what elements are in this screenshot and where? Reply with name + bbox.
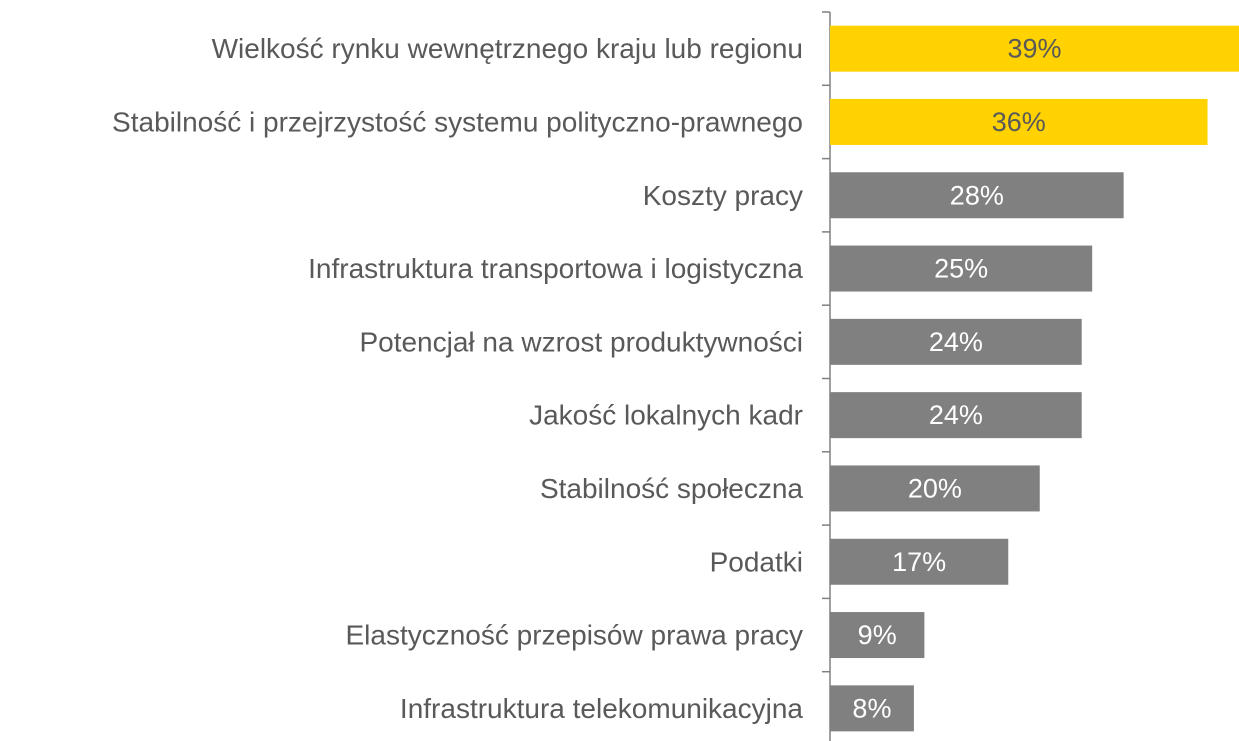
category-label: Stabilność i przejrzystość systemu polit… — [112, 106, 803, 137]
category-label: Wielkość rynku wewnętrznego kraju lub re… — [212, 33, 803, 64]
value-label: 24% — [929, 327, 983, 357]
category-label: Podatki — [710, 546, 803, 577]
bar — [830, 685, 914, 732]
category-label: Infrastruktura telekomunikacyjna — [400, 693, 804, 724]
value-label: 20% — [908, 473, 962, 503]
value-label: 25% — [934, 254, 988, 284]
bar — [830, 538, 1009, 585]
value-label: 28% — [950, 180, 1004, 210]
bar — [830, 245, 1093, 292]
category-label: Jakość lokalnych kadr — [529, 400, 803, 431]
bar — [830, 318, 1082, 365]
category-label: Potencjał na wzrost produktywności — [359, 326, 803, 357]
value-label: 39% — [1007, 34, 1061, 64]
bar — [830, 465, 1040, 512]
bar — [830, 172, 1124, 219]
bar — [830, 98, 1208, 145]
value-label: 24% — [929, 400, 983, 430]
category-label: Infrastruktura transportowa i logistyczn… — [308, 253, 803, 284]
category-label: Koszty pracy — [643, 180, 803, 211]
bar — [830, 392, 1082, 439]
value-label: 8% — [852, 693, 891, 723]
category-label: Elastyczność przepisów prawa pracy — [345, 620, 803, 651]
value-label: 9% — [858, 620, 897, 650]
bar — [830, 612, 925, 659]
value-label: 36% — [992, 107, 1046, 137]
value-label: 17% — [892, 547, 946, 577]
category-label: Stabilność społeczna — [540, 473, 803, 504]
bar — [830, 25, 1239, 72]
